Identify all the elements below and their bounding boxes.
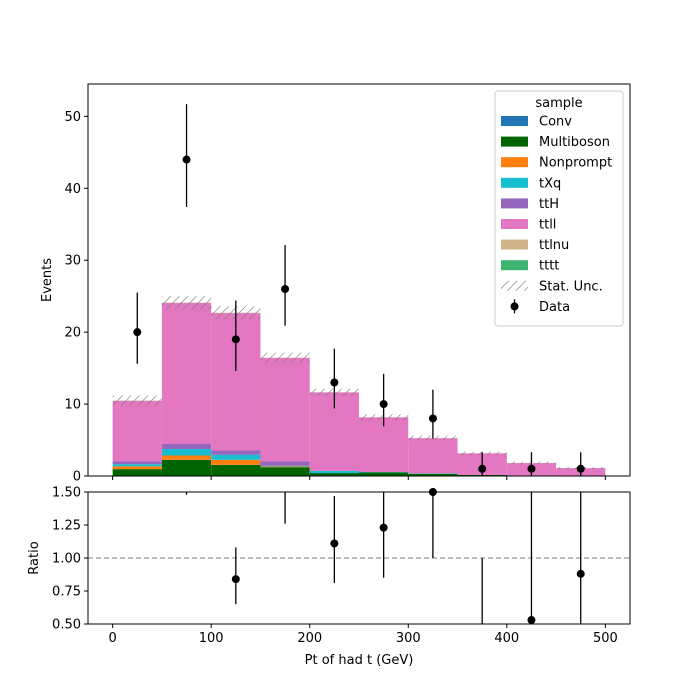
data-point-8 — [527, 464, 536, 473]
bar-txq-bin-4 — [309, 470, 359, 474]
bar-nonprompt-bin-2 — [211, 459, 261, 465]
legend-swatch-ttlnu — [501, 239, 528, 250]
stat-unc-band-bin-1 — [161, 296, 212, 310]
ratio-ytick-label-0: 0.50 — [52, 618, 81, 633]
bar-txq-bin-2 — [211, 454, 261, 460]
legend-swatch-conv — [501, 116, 528, 126]
bar-multiboson-bin-1 — [161, 459, 212, 476]
bar-tth-bin-2 — [211, 450, 261, 455]
data-point-6 — [428, 414, 437, 423]
bar-ttll-bin-1 — [161, 303, 212, 444]
ratio-point-8 — [527, 616, 536, 625]
ratio-point-9 — [576, 569, 585, 578]
data-point-4 — [330, 378, 339, 387]
main-ytick-label-4: 40 — [64, 182, 81, 197]
ratio-panel: 0.50 0.75 1.00 1.25 1.50 0 100 200 300 400 500 Ra… — [27, 486, 631, 668]
legend-swatch-multiboson — [501, 136, 528, 147]
legend: sample Conv Multiboson Nonprompt tXq ttH ttll t… — [494, 90, 624, 327]
ratio-ytick-label-1: 0.75 — [52, 585, 81, 600]
bar-txq-bin-3 — [260, 465, 310, 467]
stat-unc-band-bin-3 — [260, 352, 310, 363]
legend-swatch-tth — [501, 198, 528, 209]
ratio-xtick-label-2: 200 — [297, 631, 322, 646]
ratio-y-axis-label: Ratio — [27, 541, 42, 574]
legend-label-tth: ttH — [539, 197, 559, 212]
main-y-ticks: 0 10 20 30 40 50 — [64, 110, 88, 485]
stat-unc-band-bin-0 — [112, 395, 162, 406]
ratio-xtick-label-4: 400 — [494, 631, 519, 646]
bar-tth-bin-1 — [161, 443, 212, 450]
legend-label-tttt: tttt — [539, 259, 559, 274]
main-ytick-label-2: 20 — [64, 326, 81, 341]
bar-txq-bin-0 — [112, 464, 162, 467]
bar-multiboson-bin-2 — [211, 464, 261, 476]
data-point-7 — [478, 464, 487, 473]
bar-multiboson-bin-3 — [260, 467, 310, 476]
bar-multiboson-bin-5 — [359, 472, 409, 476]
ratio-ytick-label-3: 1.25 — [52, 519, 81, 534]
ratio-xtick-label-5: 500 — [593, 631, 618, 646]
ratio-point-5 — [379, 523, 388, 532]
bar-tth-bin-3 — [260, 461, 310, 466]
main-y-axis-label: Events — [40, 258, 55, 302]
bar-ttll-bin-5 — [359, 417, 409, 473]
legend-label-nonprompt: Nonprompt — [539, 156, 612, 171]
ratio-ytick-label-4: 1.50 — [52, 486, 81, 501]
bar-multiboson-bin-0 — [112, 469, 162, 476]
data-point-3 — [281, 284, 290, 293]
legend-label-stat-unc: Stat. Unc. — [539, 279, 603, 294]
main-x-ticks — [112, 476, 606, 480]
data-point-1 — [182, 155, 191, 164]
ratio-xtick-label-0: 0 — [108, 631, 116, 646]
bar-multiboson-bin-4 — [309, 473, 359, 476]
data-point-5 — [379, 400, 388, 409]
legend-label-conv: Conv — [539, 115, 572, 130]
bar-tth-bin-0 — [112, 461, 162, 465]
bar-ttll-bin-0 — [112, 400, 162, 462]
legend-swatch-txq — [501, 177, 528, 188]
bar-nonprompt-bin-0 — [112, 466, 162, 470]
ratio-y-ticks: 0.50 0.75 1.00 1.25 1.50 — [52, 486, 88, 633]
main-ytick-label-0: 0 — [73, 470, 81, 485]
legend-swatch-ttll — [501, 219, 528, 229]
ratio-ytick-label-2: 1.00 — [52, 552, 81, 567]
legend-label-multiboson: Multiboson — [539, 135, 610, 150]
bar-txq-bin-1 — [161, 449, 212, 456]
bar-ttll-bin-6 — [408, 438, 458, 474]
ratio-points — [185, 488, 585, 625]
ratio-x-axis-label: Pt of had t (GeV) — [305, 653, 414, 668]
data-point-9 — [576, 464, 585, 473]
legend-label-txq: tXq — [539, 176, 561, 191]
ratio-point-4 — [330, 539, 339, 548]
bar-multiboson-bin-6 — [408, 473, 458, 476]
legend-marker-data — [510, 302, 519, 311]
main-ytick-label-5: 50 — [64, 110, 81, 125]
legend-swatch-stat-unc — [501, 280, 528, 291]
legend-swatch-nonprompt — [501, 157, 528, 168]
data-point-0 — [133, 328, 142, 337]
data-point-2 — [231, 335, 240, 344]
legend-swatch-tttt — [501, 260, 528, 271]
bar-nonprompt-bin-3 — [260, 466, 310, 468]
legend-title: sample — [535, 96, 582, 111]
ratio-xtick-label-3: 300 — [396, 631, 421, 646]
legend-label-ttlnu: ttlnu — [539, 238, 569, 253]
main-axes-frame — [87, 83, 631, 477]
data-points — [133, 104, 585, 476]
bar-ttll-bin-3 — [260, 357, 310, 462]
ratio-point-2 — [231, 575, 240, 584]
legend-label-data: Data — [539, 300, 570, 315]
main-ytick-label-1: 10 — [64, 398, 81, 413]
ratio-xtick-label-1: 100 — [199, 631, 224, 646]
bar-nonprompt-bin-1 — [161, 455, 212, 460]
main-ytick-label-3: 30 — [64, 254, 81, 269]
main-panel: 0 10 20 30 40 50 Events sample Conv Multiboson N… — [40, 83, 631, 485]
ratio-x-ticks: 0 100 200 300 400 500 — [108, 624, 618, 646]
legend-label-ttll: ttll — [539, 218, 556, 233]
